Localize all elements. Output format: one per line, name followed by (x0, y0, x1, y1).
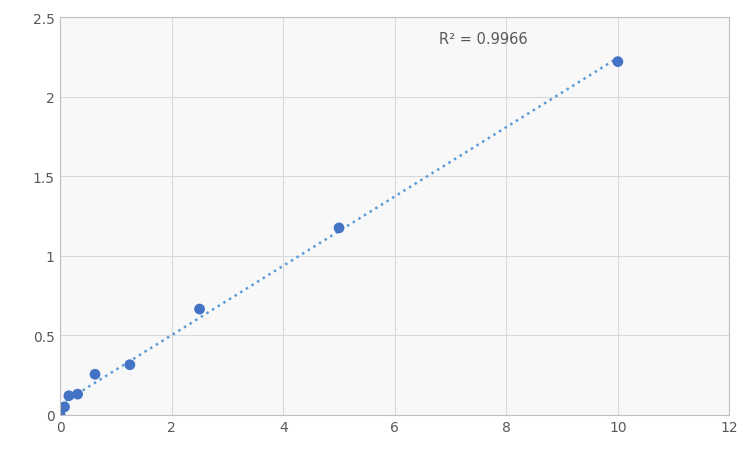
Point (612, 59, 624, 66)
Point (63, 392, 75, 400)
Point (124, 361, 136, 368)
Point (333, 225, 345, 232)
Point (89, 371, 101, 378)
Point (193, 306, 205, 313)
Point (59, 403, 71, 410)
Point (71, 391, 83, 398)
Text: R² = 0.9966: R² = 0.9966 (439, 32, 528, 46)
Point (54, 411, 66, 419)
